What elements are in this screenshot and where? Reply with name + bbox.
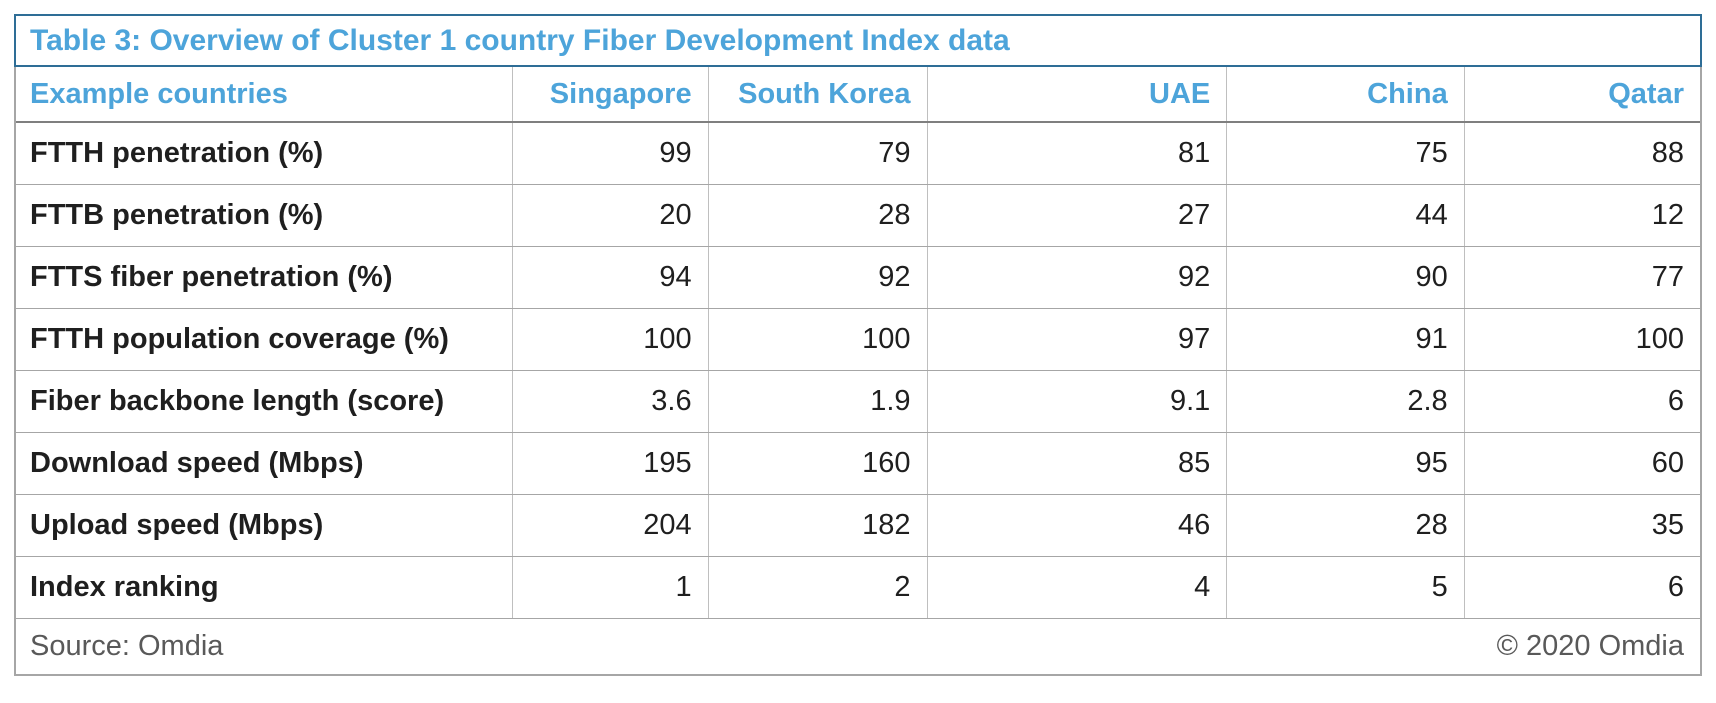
value-cell: 81 — [926, 122, 1227, 185]
table-footer: Source: Omdia © 2020 Omdia — [16, 618, 1700, 674]
header-country-qatar: Qatar — [1463, 67, 1700, 123]
value-cell: 6 — [1463, 556, 1700, 618]
value-cell: 92 — [926, 246, 1227, 309]
value-cell: 100 — [1463, 308, 1700, 371]
header-country-china: China — [1226, 67, 1465, 123]
value-cell: 91 — [1226, 308, 1465, 371]
value-cell: 9.1 — [926, 370, 1227, 433]
table-row: Index ranking 1 2 4 5 6 — [16, 556, 1700, 618]
row-label: FTTB penetration (%) — [16, 184, 513, 247]
value-cell: 27 — [926, 184, 1227, 247]
copyright-note: © 2020 Omdia — [1496, 630, 1684, 662]
fiber-index-table: Example countries Singapore South Korea … — [16, 67, 1700, 618]
value-cell: 1.9 — [707, 370, 928, 433]
row-label: FTTH population coverage (%) — [16, 308, 513, 371]
value-cell: 5 — [1226, 556, 1465, 618]
row-label: Fiber backbone length (score) — [16, 370, 513, 433]
value-cell: 100 — [512, 308, 709, 371]
value-cell: 88 — [1463, 122, 1700, 185]
value-cell: 3.6 — [512, 370, 709, 433]
value-cell: 12 — [1463, 184, 1700, 247]
value-cell: 20 — [512, 184, 709, 247]
value-cell: 90 — [1226, 246, 1465, 309]
value-cell: 46 — [926, 494, 1227, 557]
value-cell: 94 — [512, 246, 709, 309]
value-cell: 100 — [707, 308, 928, 371]
table-row: FTTB penetration (%) 20 28 27 44 12 — [16, 184, 1700, 247]
table-body: FTTH penetration (%) 99 79 81 75 88 FTTB penet… — [16, 122, 1700, 618]
table-row: FTTH population coverage (%) 100 100 97 91 10… — [16, 308, 1700, 371]
value-cell: 97 — [926, 308, 1227, 371]
value-cell: 28 — [1226, 494, 1465, 557]
table-body-wrap: Example countries Singapore South Korea … — [14, 67, 1702, 676]
value-cell: 2 — [707, 556, 928, 618]
table-row: Upload speed (Mbps) 204 182 46 28 35 — [16, 494, 1700, 557]
header-country-uae: UAE — [926, 67, 1227, 123]
value-cell: 182 — [707, 494, 928, 557]
value-cell: 44 — [1226, 184, 1465, 247]
row-label: Index ranking — [30, 570, 219, 603]
value-cell: 60 — [1463, 432, 1700, 495]
table-figure: Table 3: Overview of Cluster 1 country F… — [14, 14, 1702, 676]
table-row: Fiber backbone length (score) 3.6 1.9 9.1 2.… — [16, 370, 1700, 433]
value-cell: 28 — [707, 184, 928, 247]
value-cell: 6 — [1463, 370, 1700, 433]
header-row: Example countries Singapore South Korea … — [16, 67, 1700, 123]
row-label: FTTH penetration (%) — [16, 122, 513, 185]
value-cell: 75 — [1226, 122, 1465, 185]
value-cell: 204 — [512, 494, 709, 557]
value-cell: 35 — [1463, 494, 1700, 557]
source-note: Source: Omdia — [30, 630, 224, 662]
value-cell: 2.8 — [1226, 370, 1465, 433]
value-cell: 95 — [1226, 432, 1465, 495]
table-title: Table 3: Overview of Cluster 1 country F… — [14, 14, 1702, 67]
header-country-south-korea: South Korea — [707, 67, 928, 123]
value-cell: 79 — [707, 122, 928, 185]
row-label: Download speed (Mbps) — [16, 432, 513, 495]
table-row: FTTS fiber penetration (%) 94 92 92 90 77 — [16, 246, 1700, 309]
value-cell: 92 — [707, 246, 928, 309]
value-cell: 160 — [707, 432, 928, 495]
value-cell: 1 — [512, 556, 709, 618]
row-label: Upload speed (Mbps) — [16, 494, 513, 557]
value-cell: 195 — [512, 432, 709, 495]
table-row: FTTH penetration (%) 99 79 81 75 88 — [16, 122, 1700, 185]
value-cell: 85 — [926, 432, 1227, 495]
header-country-singapore: Singapore — [512, 67, 709, 123]
row-label: FTTS fiber penetration (%) — [16, 246, 513, 309]
value-cell: 4 — [926, 556, 1227, 618]
header-example-countries: Example countries — [16, 67, 513, 123]
value-cell: 99 — [512, 122, 709, 185]
table-row: Download speed (Mbps) 195 160 85 95 60 — [16, 432, 1700, 495]
value-cell: 77 — [1463, 246, 1700, 309]
